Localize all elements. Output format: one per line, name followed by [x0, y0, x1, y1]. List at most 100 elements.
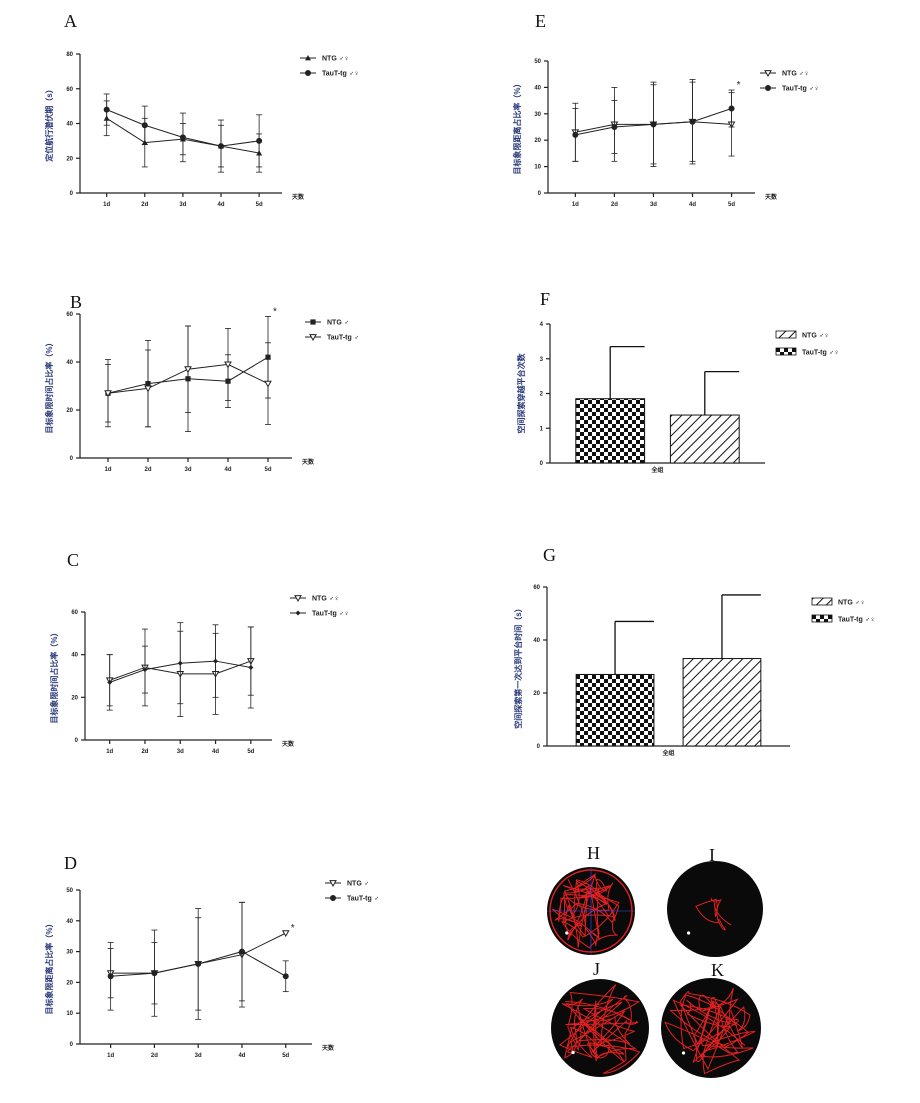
y-tick-label: 80	[66, 52, 73, 58]
start-point	[687, 931, 691, 935]
legend-swatch	[775, 347, 797, 356]
x-tick-label: 5d	[264, 467, 271, 473]
legend-label: TauT-tg ♂♀	[838, 617, 875, 624]
legend-marker	[309, 334, 317, 342]
legend-label: NTG ♂	[347, 881, 369, 888]
x-tick-label: 3d	[650, 202, 657, 208]
legend-marker	[305, 55, 311, 61]
chart-e: E 0 10 20 30 40 50 1d 2d 3d 4d 5d 天数 目标象限距离占比率（%） * NTG…	[512, 11, 819, 208]
data-point	[107, 973, 114, 980]
data-point	[144, 385, 152, 393]
legend-marker	[329, 880, 337, 888]
x-tick-label: 2d	[141, 749, 148, 755]
y-tick-label: 1	[540, 426, 544, 432]
panel-e: E 0 10 20 30 40 50 1d 2d 3d 4d 5d 天数 目标象限距离占比率（%） * NTG…	[460, 0, 920, 220]
data-point	[177, 660, 183, 666]
y-axis-label: 目标象限时间占比率（%）	[44, 338, 54, 433]
track-image-k	[661, 978, 761, 1078]
data-point	[224, 361, 232, 369]
data-point	[282, 973, 289, 980]
y-tick-label: 3	[540, 357, 544, 363]
series-2	[103, 93, 263, 173]
x-tick-label: 4d	[689, 202, 696, 208]
y-axis-label: 空间探索穿越平台次数	[516, 353, 526, 434]
y-tick-label: 50	[66, 888, 73, 894]
x-axis-label: 全组	[650, 466, 663, 474]
x-axis-label: 天数	[765, 193, 778, 201]
panel-letter-e: E	[535, 11, 546, 31]
legend-label: NTG ♂♀	[782, 71, 809, 78]
y-tick-label: 20	[534, 138, 541, 144]
x-tick-label: 4d	[212, 749, 219, 755]
x-tick-label: 5d	[256, 202, 263, 208]
x-axis-label: 全组	[661, 749, 674, 757]
significance-mark: *	[291, 923, 295, 934]
panel-letter-g: G	[543, 545, 556, 565]
x-tick-label: 3d	[179, 202, 186, 208]
x-tick-label: 2d	[144, 467, 151, 473]
panel-letter-d: D	[64, 853, 77, 873]
chart-a: A 0 20 40 60 80 1d 2d 3d 4d 5d 天数 定位航行潜伏期（s） NTG ♂♀ Ta…	[44, 11, 359, 208]
legend-marker	[310, 319, 316, 325]
data-point	[107, 679, 113, 685]
y-tick-label: 60	[533, 585, 540, 591]
y-tick-label: 0	[537, 744, 541, 750]
data-point	[141, 122, 148, 129]
panel-letter-c: C	[67, 550, 79, 570]
legend-label: TauT-tg ♂♀	[802, 350, 839, 357]
legend-swatch	[811, 614, 833, 623]
water-maze-pool	[551, 979, 649, 1077]
y-tick-label: 10	[534, 165, 541, 171]
legend-label: NTG ♂	[327, 320, 349, 327]
y-tick-label: 30	[66, 950, 73, 956]
legend-label: NTG ♂♀	[322, 56, 349, 63]
legend-label: TauT-tg ♂♀	[322, 71, 359, 78]
data-point	[103, 106, 110, 113]
legend-label: NTG ♂♀	[802, 333, 829, 340]
x-tick-label: 3d	[195, 1053, 202, 1059]
track-images: H I J K	[547, 843, 763, 1078]
start-point	[571, 1050, 575, 1055]
y-tick-label: 50	[534, 59, 541, 65]
x-tick-label: 2d	[141, 202, 148, 208]
x-tick-label: 5d	[728, 202, 735, 208]
x-tick-label: 5d	[247, 749, 254, 755]
y-tick-label: 0	[70, 456, 74, 462]
bar	[575, 673, 655, 747]
swim-track	[551, 873, 620, 949]
series-2	[572, 79, 735, 168]
y-tick-label: 60	[66, 87, 73, 93]
x-tick-label: 1d	[107, 1053, 114, 1059]
legend-marker	[295, 610, 301, 616]
panel-letter-h: H	[587, 843, 600, 863]
y-tick-label: 40	[534, 85, 541, 91]
y-tick-label: 20	[71, 695, 78, 701]
y-tick-label: 0	[70, 1042, 74, 1048]
chart-g: G 0 20 40 60 全组 空间探索第一次达到平台时间（s） NTG ♂♀ TauT-tg …	[513, 545, 875, 757]
legend-marker	[330, 895, 336, 901]
data-point	[142, 667, 148, 673]
panel-g: G 0 20 40 60 全组 空间探索第一次达到平台时间（s） NTG ♂♀ TauT-tg …	[460, 535, 920, 775]
panel-letter-f: F	[540, 289, 550, 309]
series-2	[107, 901, 289, 1020]
legend-label: NTG ♂♀	[312, 596, 339, 603]
y-tick-label: 4	[540, 322, 544, 328]
panel-d: D 0 10 20 30 40 50 1d 2d 3d 4d 5d 天数 目标象限距离占比率（%） * NTG…	[0, 845, 460, 1065]
panel-letter-i: I	[709, 845, 715, 865]
x-axis-label: 天数	[322, 1044, 335, 1052]
swim-track	[664, 988, 756, 1075]
x-axis-label: 天数	[282, 740, 295, 748]
x-tick-label: 1d	[103, 202, 110, 208]
track-image-i	[667, 861, 763, 957]
x-tick-label: 3d	[184, 467, 191, 473]
legend-label: TauT-tg ♂♀	[312, 611, 349, 618]
y-tick-label: 60	[66, 312, 73, 318]
y-tick-label: 20	[533, 691, 540, 697]
panel-c: C 0 20 40 60 1d 2d 3d 4d 5d 天数 目标象限时间占比率（%） NTG ♂♀ Ta…	[0, 540, 460, 760]
series-2	[104, 325, 272, 428]
start-point	[565, 931, 569, 935]
y-tick-label: 0	[75, 738, 79, 744]
x-tick-label: 5d	[282, 1053, 289, 1059]
chart-b: B 0 20 40 60 1d 2d 3d 4d 5d 天数 目标象限时间占比率（%） * NTG ♂ Ta…	[44, 292, 359, 473]
legend-label: NTG ♂♀	[838, 600, 865, 607]
